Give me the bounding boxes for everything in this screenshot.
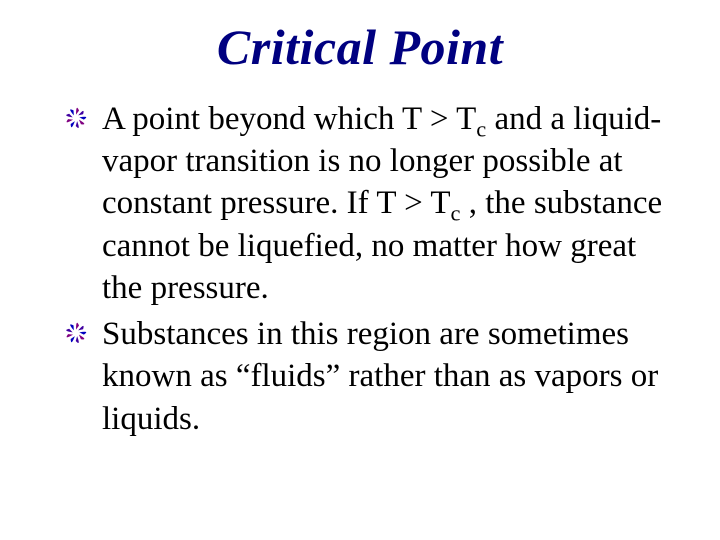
bullet-text: Substances in this region are sometimes … [102,316,658,436]
bullet-item: A point beyond which T > Tc and a liquid… [68,98,680,309]
bullet-text: A point beyond which T > Tc and a liquid… [102,101,662,306]
bullet-spiral-icon [62,104,92,132]
slide: Critical Point A point beyond which T > … [0,0,720,540]
bullet-item: Substances in this region are sometimes … [68,313,680,440]
bullet-spiral-icon [62,319,92,347]
bullet-list: A point beyond which T > Tc and a liquid… [40,98,680,440]
slide-title: Critical Point [40,18,680,76]
